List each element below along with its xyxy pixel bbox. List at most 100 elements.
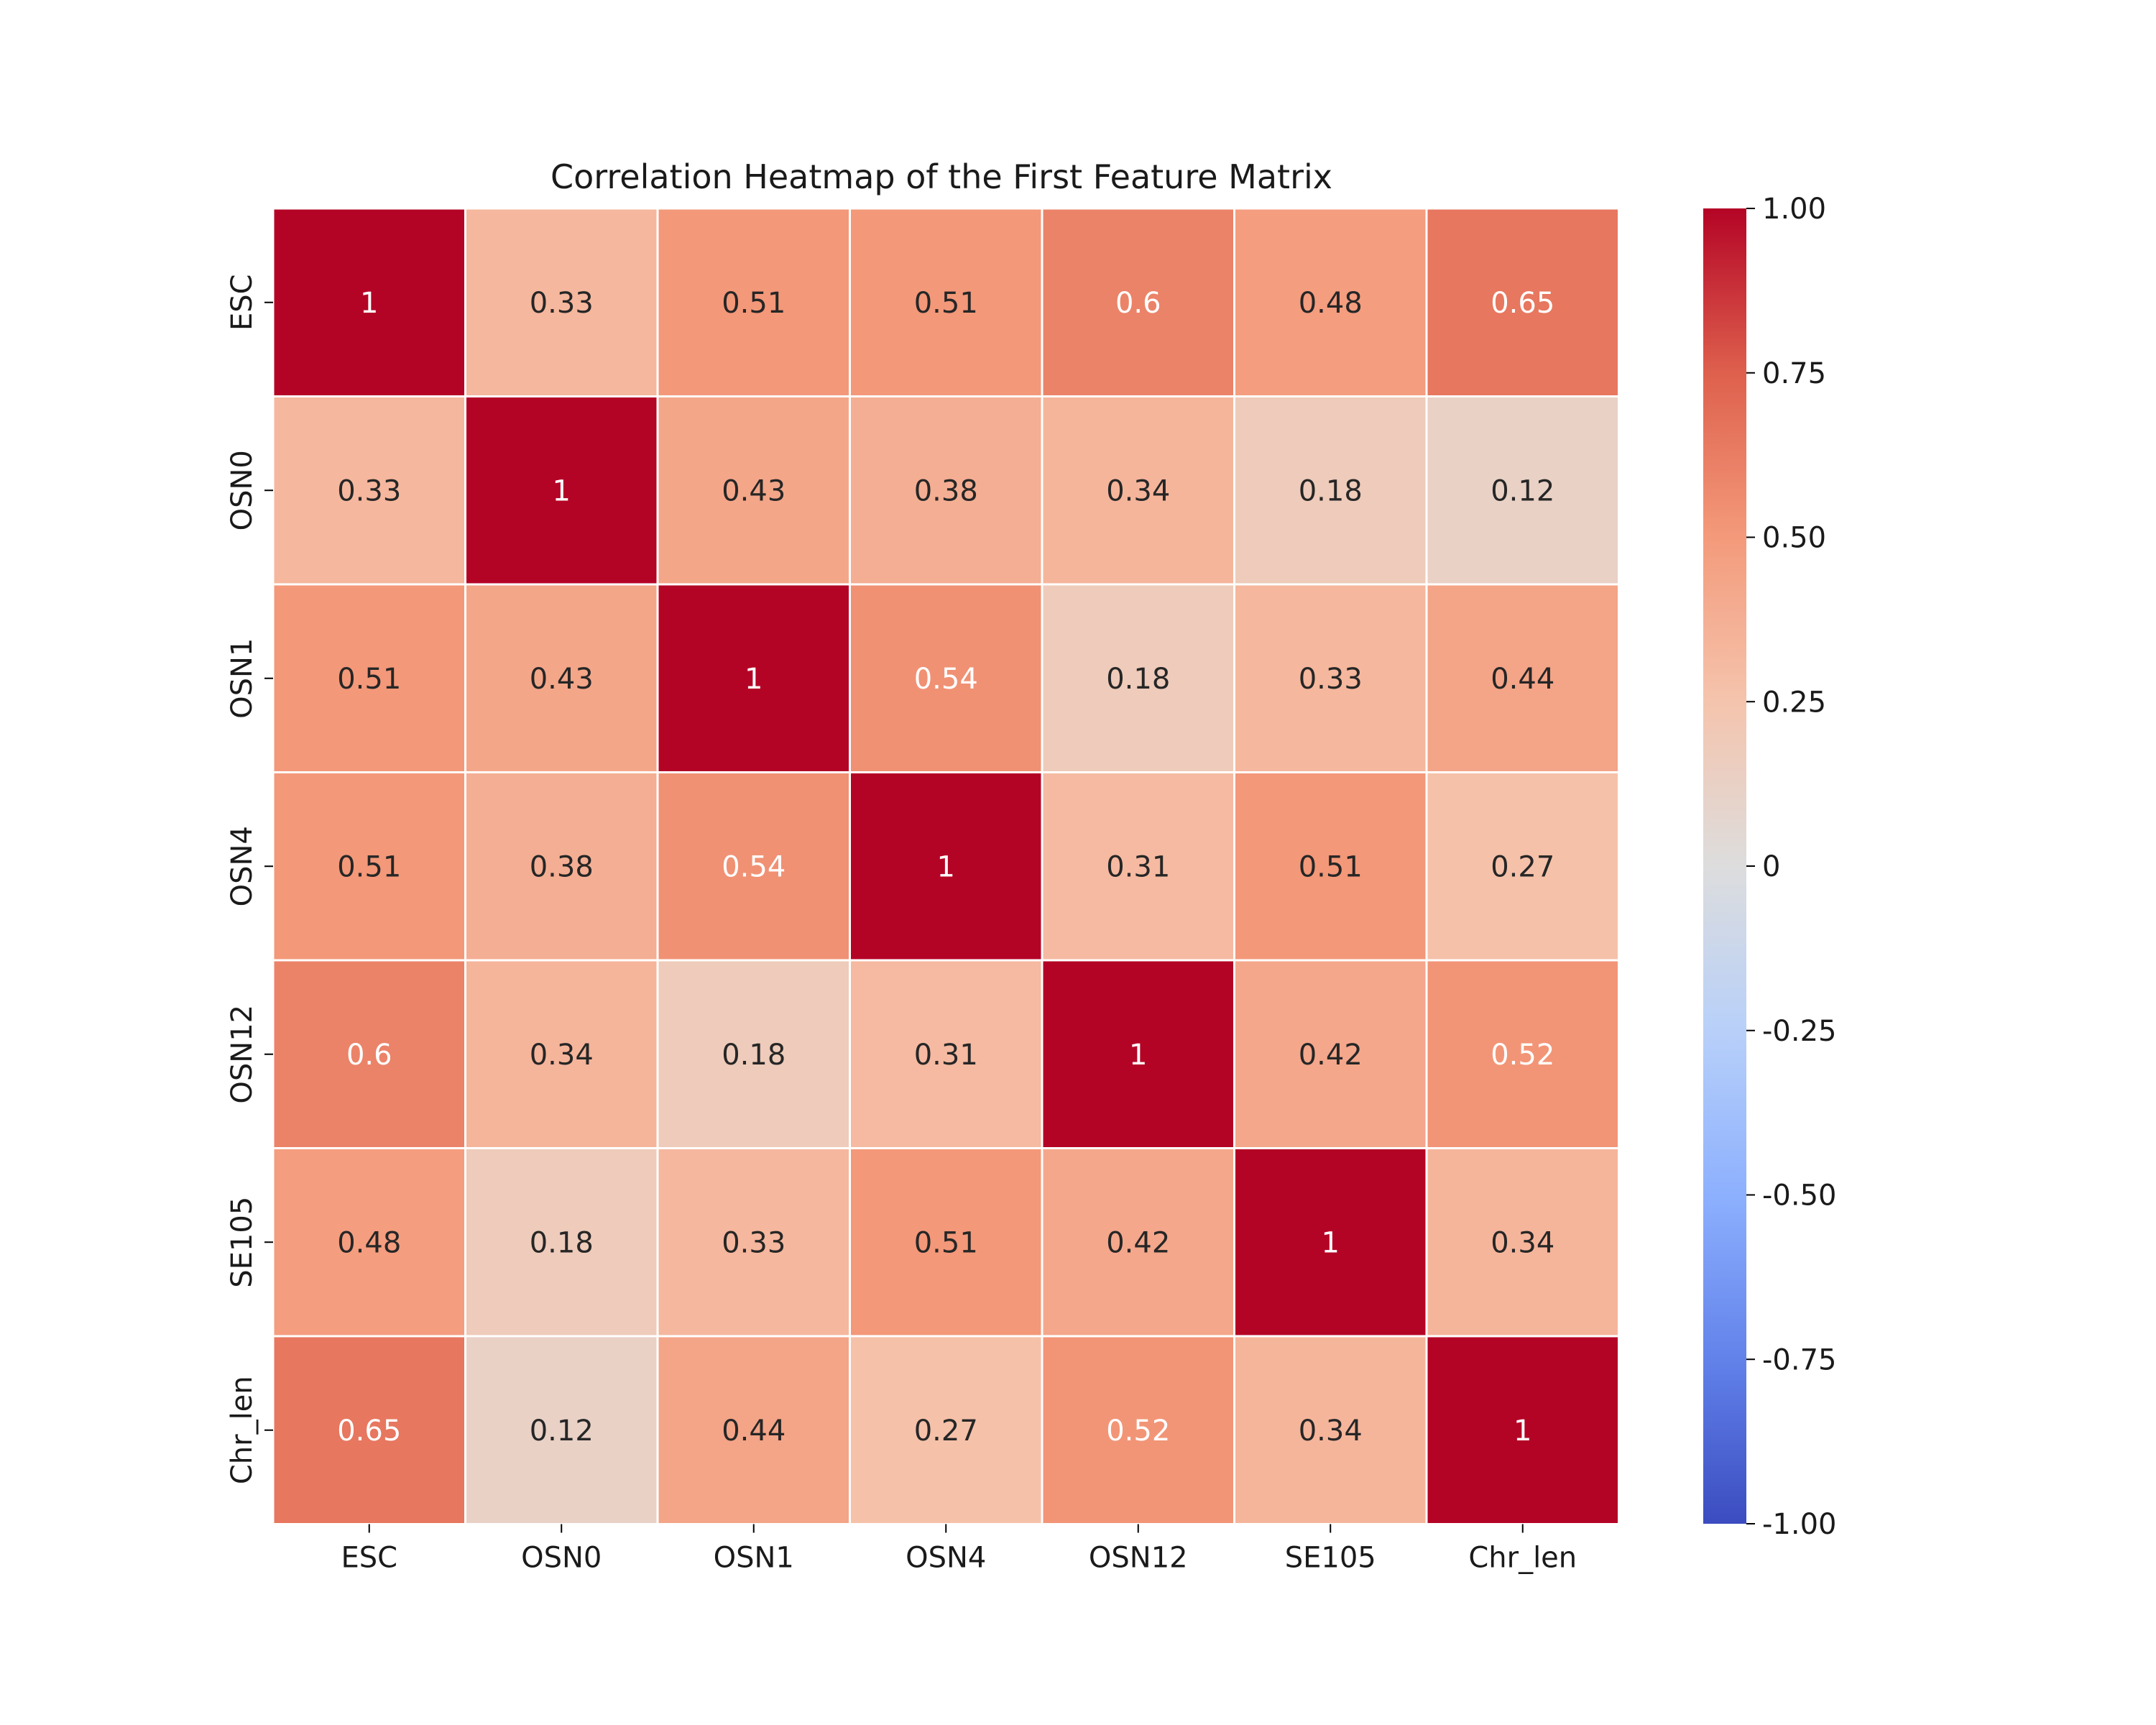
heatmap-cell <box>1425 207 1620 397</box>
heatmap-cell <box>656 395 851 586</box>
chart-title: Correlation Heatmap of the First Feature… <box>550 157 1332 196</box>
heatmap-cell <box>464 583 659 773</box>
x-tick-label: SE105 <box>1285 1542 1376 1575</box>
cell-value-label: 0.54 <box>914 663 978 696</box>
heatmap-cell <box>1425 1335 1620 1525</box>
x-tick-label: OSN0 <box>521 1542 602 1575</box>
heatmap-cell <box>849 1335 1044 1525</box>
heatmap-cell <box>1233 395 1428 586</box>
colorbar-tick-label: -0.75 <box>1762 1343 1837 1376</box>
heatmap-cell <box>464 1335 659 1525</box>
colorbar-tick-label: 1.00 <box>1762 193 1826 226</box>
heatmap-cell <box>849 771 1044 962</box>
x-tick-label: OSN12 <box>1089 1542 1188 1575</box>
cell-value-label: 0.44 <box>1491 663 1554 696</box>
heatmap-cell <box>656 959 851 1149</box>
heatmap-cell <box>1425 1147 1620 1338</box>
cell-value-label: 0.51 <box>337 663 401 696</box>
cell-value-label: 0.34 <box>1299 1414 1363 1448</box>
cell-value-label: 1 <box>745 663 763 696</box>
cell-value-label: 0.34 <box>1491 1226 1554 1259</box>
cell-value-label: 1 <box>1322 1226 1340 1259</box>
colorbar: 1.00 0.75 0.50 0.25 0 -0.25 -0.50 -0.75 -1.00 <box>1703 193 1837 1541</box>
heatmap-cell <box>1041 583 1235 773</box>
cell-value-label: 0.12 <box>1491 474 1554 507</box>
colorbar-tick-label: 0.50 <box>1762 522 1826 555</box>
heatmap-cells: 1 0.33 0.51 0.51 0.6 0.48 0.65 0.33 1 0.43 0.38 0.3… <box>272 207 1620 1525</box>
cell-value-label: 0.52 <box>1491 1039 1554 1072</box>
heatmap-cell <box>1233 1335 1428 1525</box>
cell-value-label: 0.42 <box>1106 1226 1170 1259</box>
heatmap-cell <box>656 771 851 962</box>
cell-value-label: 0.12 <box>530 1414 594 1448</box>
heatmap-cell <box>1233 583 1428 773</box>
heatmap-cell <box>1425 771 1620 962</box>
cell-value-label: 1 <box>937 850 955 883</box>
heatmap-cell <box>1041 1335 1235 1525</box>
heatmap-cell <box>1041 959 1235 1149</box>
y-tick-label: ESC <box>226 274 259 331</box>
y-tick-label: OSN1 <box>226 638 259 719</box>
cell-value-label: 0.51 <box>914 1226 978 1259</box>
cell-value-label: 0.27 <box>914 1414 978 1448</box>
heatmap-cell <box>1041 771 1235 962</box>
colorbar-tick-label: -0.50 <box>1762 1179 1837 1213</box>
cell-value-label: 0.51 <box>914 287 978 320</box>
cell-value-label: 0.43 <box>722 474 786 507</box>
heatmap-cell <box>464 771 659 962</box>
heatmap-cell <box>656 207 851 397</box>
cell-value-label: 0.33 <box>530 287 594 320</box>
heatmap-cell <box>272 1147 466 1338</box>
heatmap-cell <box>656 1335 851 1525</box>
heatmap-cell <box>464 207 659 397</box>
cell-value-label: 0.42 <box>1299 1039 1363 1072</box>
cell-value-label: 0.33 <box>722 1226 786 1259</box>
cell-value-label: 0.52 <box>1106 1414 1170 1448</box>
x-axis: ESC OSN0 OSN1 OSN4 OSN12 SE105 Chr_len <box>341 1524 1577 1575</box>
y-tick-label: SE105 <box>226 1197 259 1288</box>
colorbar-gradient <box>1703 208 1746 1524</box>
heatmap-cell <box>464 395 659 586</box>
x-tick-label: Chr_len <box>1468 1542 1577 1575</box>
heatmap-cell <box>272 959 466 1149</box>
cell-value-label: 0.18 <box>722 1039 786 1072</box>
cell-value-label: 1 <box>360 287 378 320</box>
colorbar-tick-label: -1.00 <box>1762 1508 1837 1541</box>
cell-value-label: 0.27 <box>1491 850 1554 883</box>
cell-value-label: 0.48 <box>337 1226 401 1259</box>
cell-value-label: 0.34 <box>1106 474 1170 507</box>
colorbar-tick-label: -0.25 <box>1762 1015 1837 1048</box>
heatmap-cell <box>656 1147 851 1338</box>
cell-value-label: 0.65 <box>1491 287 1554 320</box>
cell-value-label: 0.34 <box>530 1039 594 1072</box>
cell-value-label: 0.33 <box>337 474 401 507</box>
cell-value-label: 1 <box>553 474 571 507</box>
cell-value-label: 0.51 <box>1299 850 1363 883</box>
cell-value-label: 0.33 <box>1299 663 1363 696</box>
heatmap-cell <box>272 1335 466 1525</box>
heatmap-cell <box>1425 959 1620 1149</box>
colorbar-tick-label: 0.75 <box>1762 357 1826 390</box>
heatmap-cell <box>1233 1147 1428 1338</box>
cell-value-label: 0.6 <box>346 1039 392 1072</box>
cell-value-label: 0.44 <box>722 1414 786 1448</box>
heatmap-cell <box>849 207 1044 397</box>
y-tick-label: OSN4 <box>226 826 259 906</box>
heatmap-cell <box>272 207 466 397</box>
cell-value-label: 0.18 <box>530 1226 594 1259</box>
colorbar-tick-label: 0.25 <box>1762 686 1826 719</box>
heatmap-cell <box>464 959 659 1149</box>
y-tick-label: OSN12 <box>226 1005 259 1104</box>
cell-value-label: 0.31 <box>914 1039 978 1072</box>
heatmap-cell <box>1233 959 1428 1149</box>
x-tick-label: OSN1 <box>714 1542 794 1575</box>
cell-value-label: 1 <box>1129 1039 1147 1072</box>
heatmap-cell <box>1425 583 1620 773</box>
cell-value-label: 0.54 <box>722 850 786 883</box>
cell-value-label: 0.18 <box>1299 474 1363 507</box>
x-tick-label: ESC <box>341 1542 397 1575</box>
x-tick-label: OSN4 <box>906 1542 986 1575</box>
heatmap-cell <box>849 583 1044 773</box>
cell-value-label: 0.48 <box>1299 287 1363 320</box>
